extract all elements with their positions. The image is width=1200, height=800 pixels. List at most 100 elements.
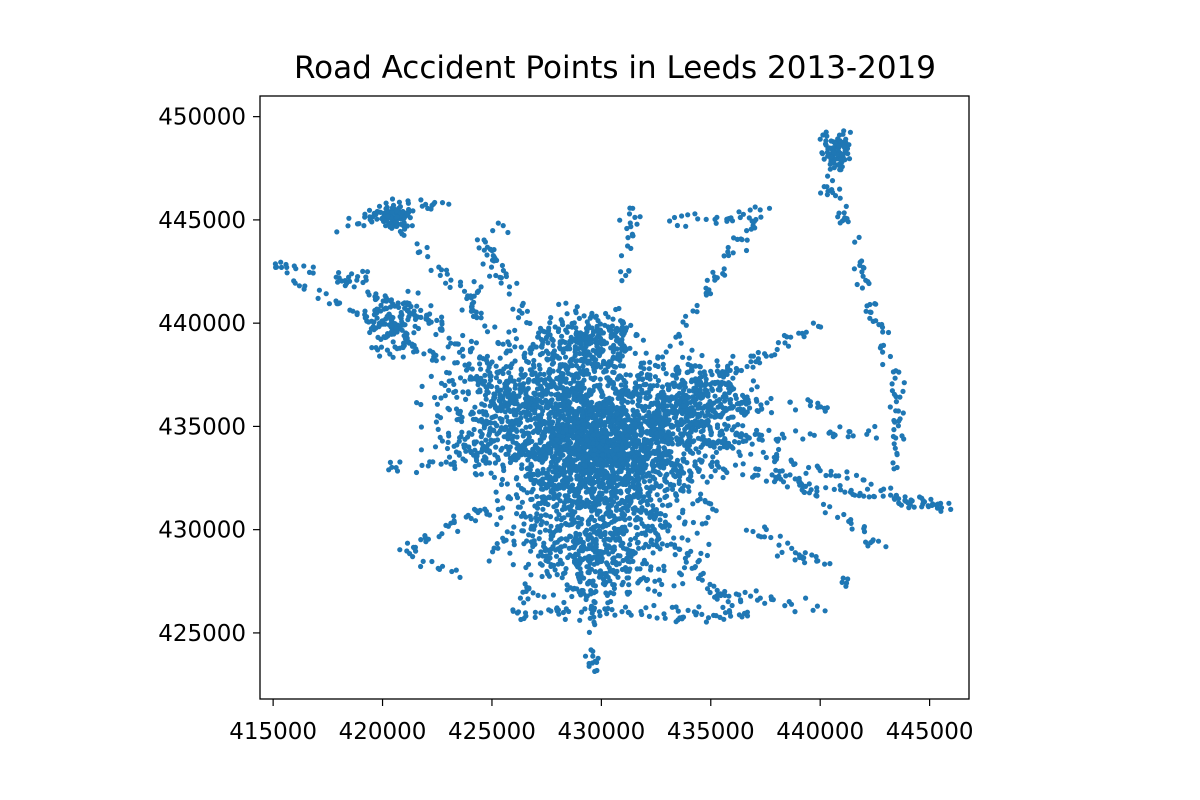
- data-point: [597, 444, 603, 450]
- data-point: [394, 468, 401, 474]
- data-point: [738, 431, 745, 437]
- data-point: [519, 528, 525, 534]
- data-point: [429, 558, 435, 565]
- data-point: [632, 421, 638, 427]
- data-point: [773, 476, 779, 482]
- data-point: [907, 501, 913, 508]
- data-point: [861, 493, 867, 499]
- data-point: [750, 364, 756, 370]
- data-point: [545, 330, 551, 336]
- data-point: [608, 489, 614, 495]
- data-point: [522, 581, 528, 587]
- data-point: [428, 373, 434, 379]
- data-point: [650, 484, 657, 490]
- data-point: [603, 444, 609, 450]
- data-point: [494, 541, 500, 547]
- data-point: [681, 403, 687, 409]
- data-point: [589, 422, 596, 428]
- data-point: [491, 474, 497, 480]
- data-point: [863, 308, 869, 314]
- data-point: [571, 378, 577, 384]
- data-point: [482, 372, 488, 378]
- data-point: [483, 437, 489, 443]
- data-point: [547, 495, 553, 501]
- data-point: [682, 426, 688, 432]
- data-point: [849, 526, 855, 532]
- data-point: [659, 581, 665, 588]
- data-point: [800, 436, 806, 442]
- data-point: [743, 527, 750, 533]
- data-point: [551, 406, 557, 412]
- data-point: [428, 206, 434, 212]
- data-point: [715, 387, 721, 393]
- data-point: [618, 389, 624, 395]
- data-point: [519, 465, 525, 471]
- data-point: [597, 613, 603, 619]
- data-point: [534, 511, 540, 517]
- data-point: [618, 253, 625, 259]
- data-point: [400, 208, 406, 215]
- data-point: [650, 550, 656, 556]
- data-point: [641, 479, 648, 485]
- data-point: [686, 488, 692, 494]
- data-point: [831, 165, 837, 171]
- data-point: [522, 403, 528, 409]
- data-point: [814, 603, 821, 609]
- data-point: [603, 469, 609, 475]
- data-point: [630, 205, 636, 211]
- data-point: [879, 324, 886, 330]
- data-point: [792, 476, 798, 482]
- data-point: [415, 290, 421, 296]
- data-point: [810, 607, 816, 613]
- data-point: [769, 472, 775, 478]
- data-point: [554, 572, 560, 578]
- data-point: [750, 378, 757, 384]
- data-point: [625, 609, 631, 616]
- data-point: [510, 562, 516, 568]
- data-point: [619, 609, 625, 615]
- data-point: [478, 315, 484, 321]
- data-point: [614, 476, 620, 482]
- data-point: [498, 447, 504, 453]
- data-point: [405, 307, 411, 313]
- data-point: [391, 331, 397, 337]
- data-point: [632, 380, 639, 386]
- data-point: [385, 213, 391, 219]
- data-point: [602, 530, 608, 536]
- data-point: [345, 223, 351, 229]
- data-point: [734, 430, 740, 436]
- data-point: [553, 468, 559, 474]
- data-point: [757, 207, 763, 213]
- data-point: [409, 341, 415, 347]
- data-point: [489, 257, 496, 263]
- data-point: [418, 447, 424, 453]
- data-point: [624, 461, 630, 467]
- data-point: [468, 338, 474, 344]
- data-point: [893, 399, 900, 405]
- data-point: [487, 512, 493, 518]
- data-point: [347, 307, 353, 313]
- data-point: [535, 471, 542, 477]
- data-point: [497, 416, 503, 422]
- data-point: [676, 331, 682, 337]
- data-point: [538, 549, 544, 555]
- data-point: [605, 562, 611, 568]
- data-point: [827, 504, 833, 510]
- data-point: [679, 213, 685, 219]
- data-point: [727, 609, 733, 616]
- data-point: [453, 567, 459, 573]
- data-point: [561, 599, 567, 606]
- data-point: [650, 464, 656, 470]
- data-point: [686, 355, 692, 361]
- data-point: [660, 438, 666, 444]
- data-point: [539, 573, 545, 580]
- data-point: [418, 197, 424, 203]
- data-point: [662, 410, 668, 416]
- data-point: [456, 349, 463, 355]
- data-point: [518, 344, 524, 350]
- data-point: [569, 516, 575, 523]
- data-point: [837, 195, 843, 201]
- data-point: [654, 492, 660, 498]
- data-point: [612, 428, 619, 434]
- data-point: [633, 517, 639, 523]
